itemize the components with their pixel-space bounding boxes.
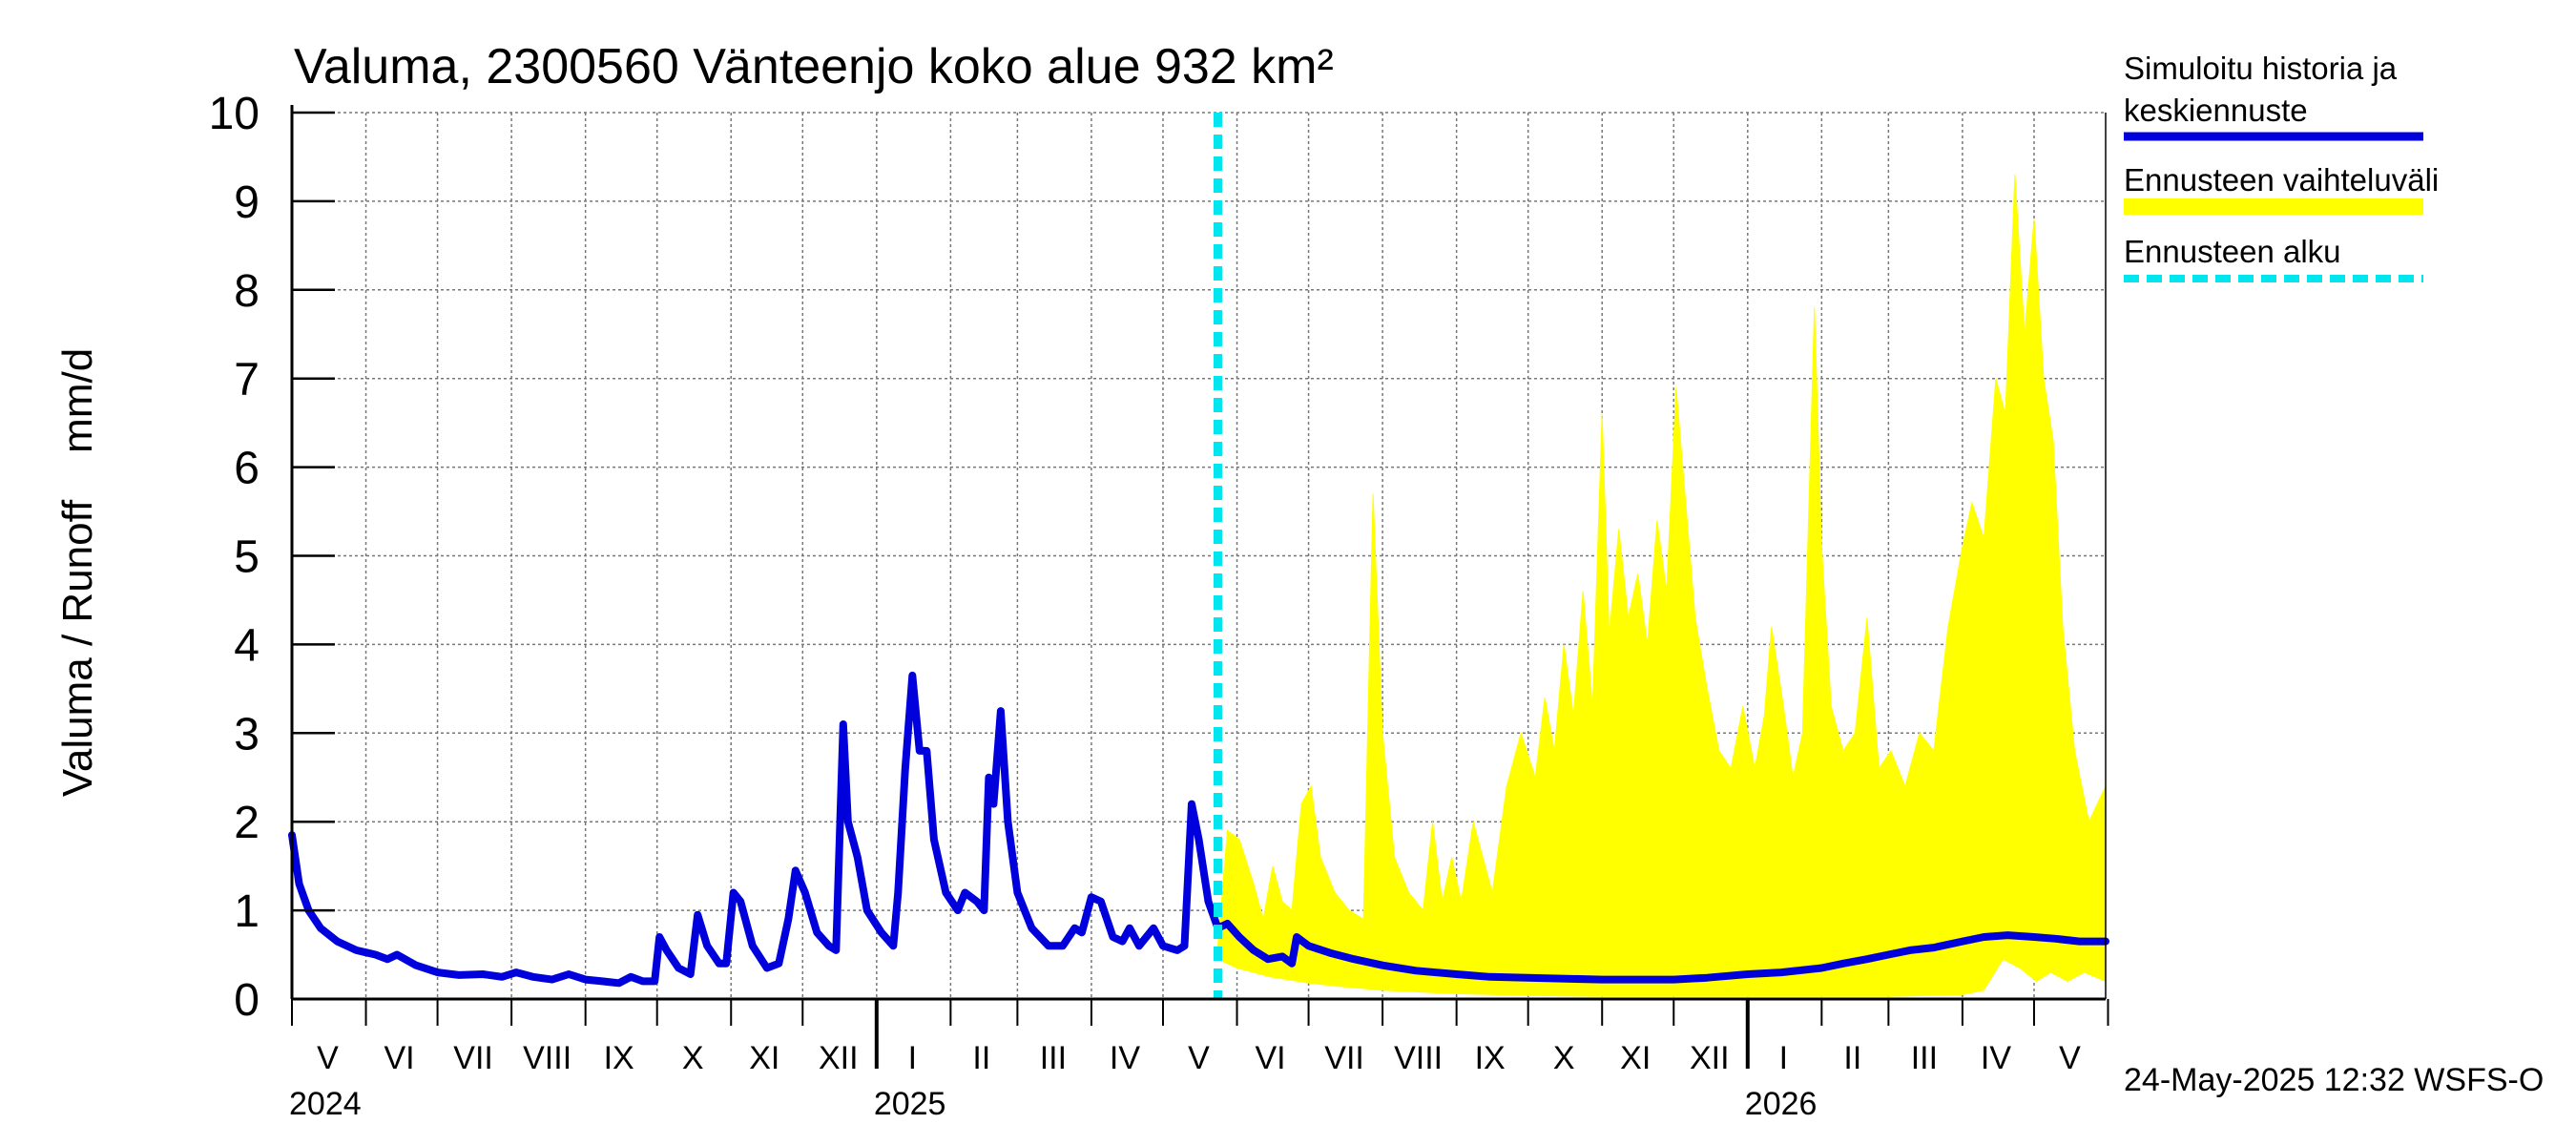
legend-label-forecast-start: Ennusteen alku <box>2124 234 2341 269</box>
month-label-17: X <box>1553 1040 1575 1076</box>
month-label-10: III <box>1040 1040 1067 1076</box>
month-label-13: VI <box>1255 1040 1285 1076</box>
month-label-1: VI <box>384 1040 414 1076</box>
month-label-24: V <box>2059 1040 2081 1076</box>
series-layer <box>288 113 2109 999</box>
legend-label-simulated-line1: Simuloitu historia ja <box>2124 51 2398 86</box>
y-tick-label-7: 7 <box>234 355 260 406</box>
y-tick-label-2: 2 <box>234 798 260 848</box>
y-tick-label-3: 3 <box>234 709 260 760</box>
y-tick-label-0: 0 <box>234 975 260 1026</box>
y-tick-label-9: 9 <box>234 177 260 228</box>
chart-title: Valuma, 2300560 Vänteenjo koko alue 932 … <box>294 39 1334 94</box>
legend: Simuloitu historia ja keskiennuste Ennus… <box>2124 51 2439 282</box>
legend-swatch-range <box>2124 198 2423 215</box>
axes <box>290 105 2109 1069</box>
year-label-2026: 2026 <box>1745 1086 1818 1122</box>
month-label-3: VIII <box>523 1040 571 1076</box>
month-label-20: I <box>1779 1040 1788 1076</box>
y-tick-label-8: 8 <box>234 266 260 317</box>
year-label-2024: 2024 <box>289 1086 362 1122</box>
y-axis-label: Valuma / Runoff mm/d <box>54 348 101 797</box>
year-label-2025: 2025 <box>874 1086 946 1122</box>
month-label-21: II <box>1843 1040 1861 1076</box>
month-label-4: IX <box>604 1040 634 1076</box>
month-label-7: XII <box>819 1040 859 1076</box>
month-label-0: V <box>317 1040 339 1076</box>
month-label-11: IV <box>1110 1040 1140 1076</box>
forecast-range-band <box>1217 174 2107 997</box>
y-tick-label-6: 6 <box>234 444 260 494</box>
range-band-area <box>1217 174 2107 997</box>
month-label-6: XI <box>749 1040 779 1076</box>
legend-label-simulated-line2: keskiennuste <box>2124 93 2308 128</box>
month-label-18: XI <box>1620 1040 1651 1076</box>
y-tick-label-10: 10 <box>209 89 260 139</box>
month-label-15: VIII <box>1394 1040 1443 1076</box>
month-label-12: V <box>1188 1040 1210 1076</box>
month-label-5: X <box>682 1040 704 1076</box>
y-tick-label-5: 5 <box>234 532 260 583</box>
month-label-8: I <box>908 1040 917 1076</box>
footer-timestamp: 24-May-2025 12:32 WSFS-O <box>2124 1062 2544 1098</box>
series-line-simulated <box>288 671 2109 988</box>
y-tick-label-4: 4 <box>234 620 260 671</box>
month-label-23: IV <box>1981 1040 2011 1076</box>
y-tick-label-1: 1 <box>234 886 260 937</box>
month-label-19: XII <box>1690 1040 1730 1076</box>
legend-label-range: Ennusteen vaihteluväli <box>2124 162 2439 198</box>
month-label-22: III <box>1911 1040 1938 1076</box>
month-label-16: IX <box>1475 1040 1506 1076</box>
month-label-9: II <box>972 1040 990 1076</box>
month-label-14: VII <box>1324 1040 1364 1076</box>
month-label-2: VII <box>453 1040 493 1076</box>
